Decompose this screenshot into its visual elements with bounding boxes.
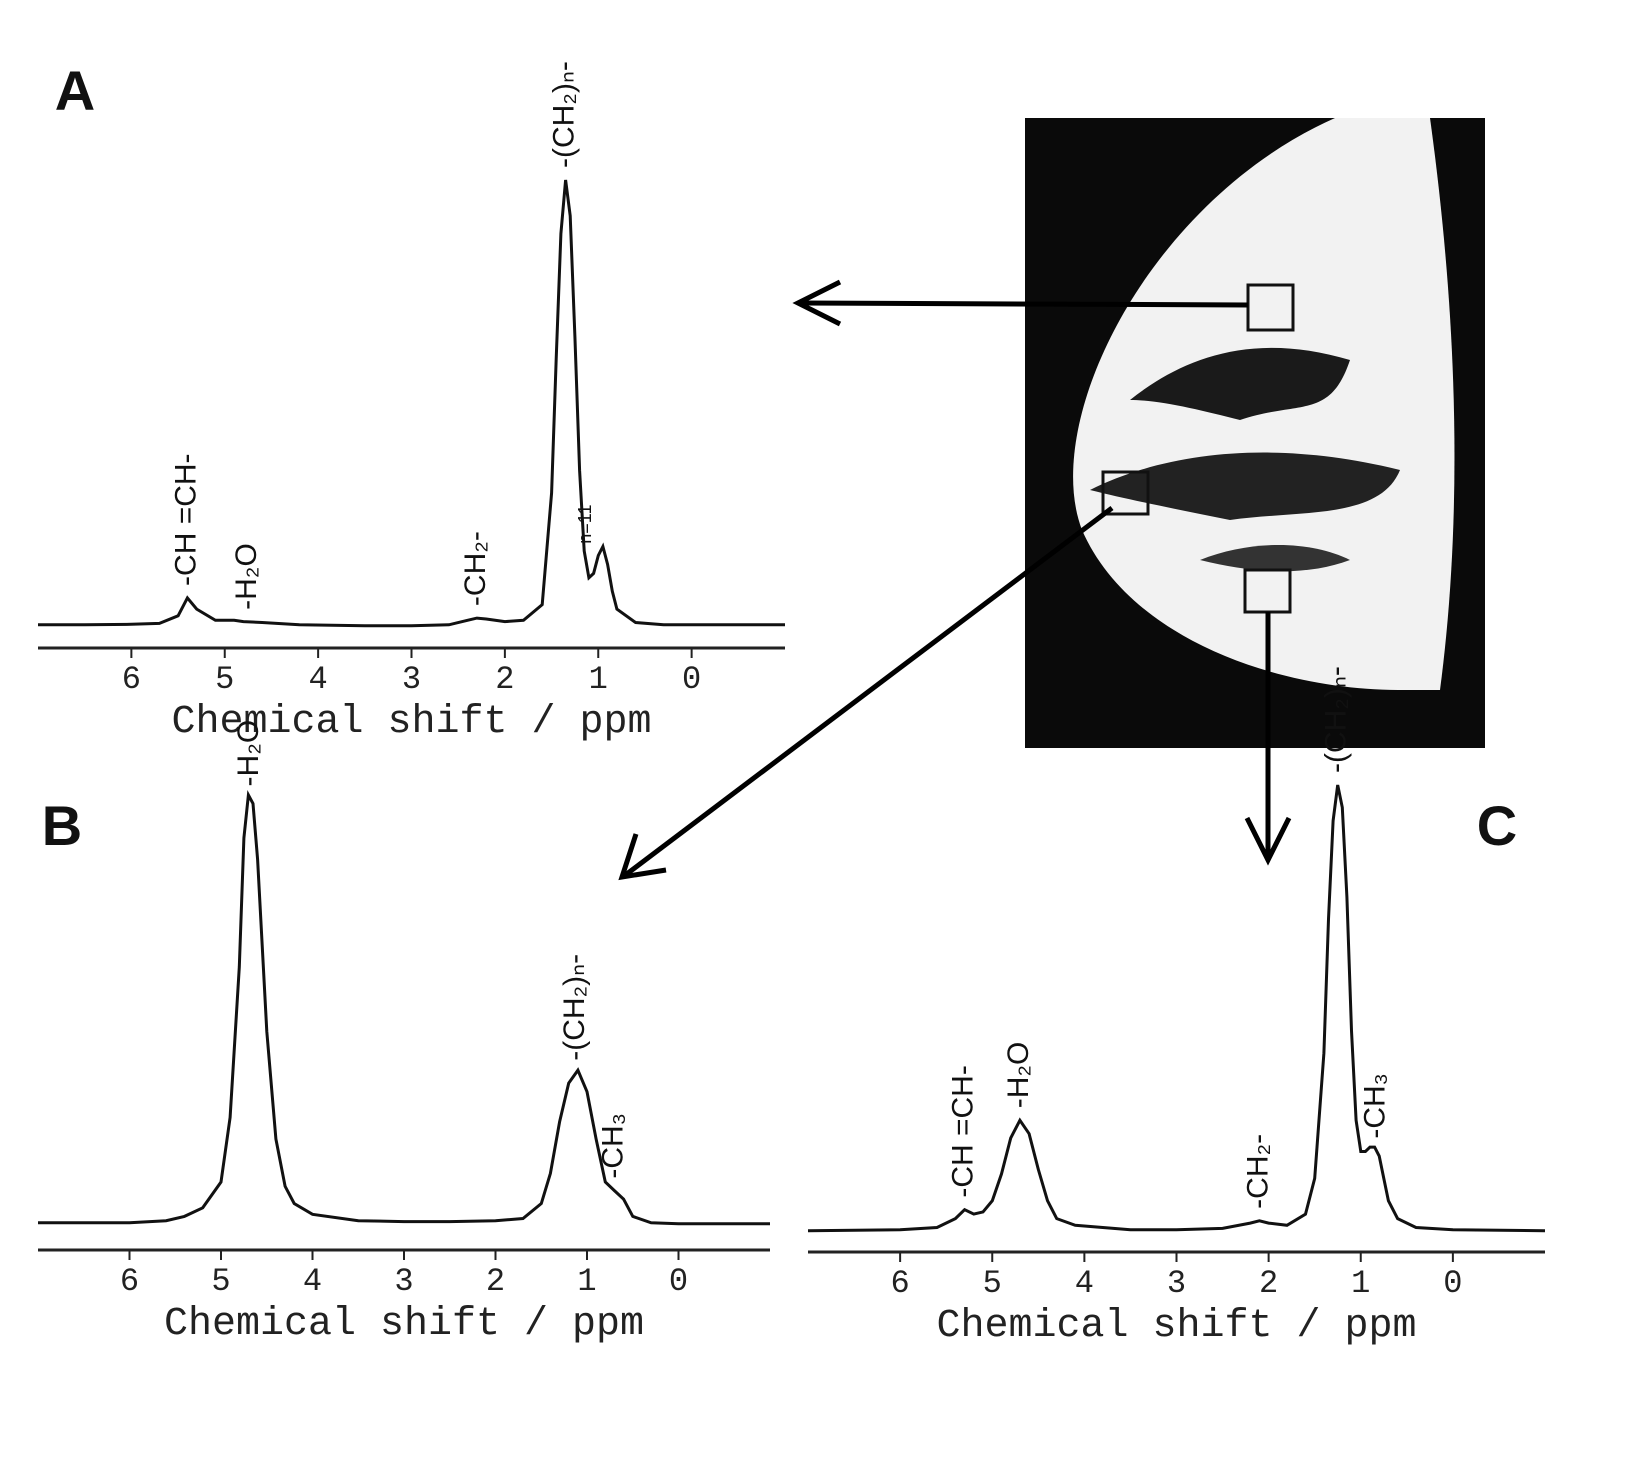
x-tick-label: 2 [486, 1263, 505, 1300]
x-axis-title: Chemical shift / ppm [936, 1304, 1416, 1349]
peak-note: n=11 [575, 505, 595, 544]
x-tick-label: 5 [983, 1265, 1002, 1302]
spectrum-line [807, 784, 1546, 1233]
roi-box [1101, 470, 1150, 516]
peak-label: -CH₃ [596, 1113, 629, 1179]
spectrum-line [38, 789, 770, 1226]
x-tick-label: 4 [309, 661, 328, 698]
x-tick-label: 0 [669, 1263, 688, 1300]
peak-label: -CH =CH- [947, 1065, 980, 1198]
tissue-streak [1130, 347, 1350, 420]
x-tick-label: 5 [215, 661, 234, 698]
x-tick-label: 3 [1167, 1265, 1186, 1302]
peak-label: -CH₃ [1358, 1073, 1391, 1139]
x-tick-label: 2 [1259, 1265, 1278, 1302]
x-tick-label: 4 [1075, 1265, 1094, 1302]
x-tick-label: 6 [122, 661, 141, 698]
peak-label: -CH₂- [459, 531, 492, 606]
tissue-streak [1090, 452, 1400, 520]
x-axis-title: Chemical shift / ppm [164, 1302, 644, 1347]
x-tick-label: 4 [303, 1263, 322, 1300]
peak-label: -CH₂- [1241, 1134, 1274, 1209]
x-tick-label: 6 [120, 1263, 139, 1300]
x-tick-label: 1 [1351, 1265, 1370, 1302]
x-axis-title: Chemical shift / ppm [171, 700, 651, 745]
tissue-streak [1200, 545, 1350, 572]
x-tick-label: 2 [495, 661, 514, 698]
roi-box [1246, 283, 1295, 332]
panel-label: A [55, 59, 95, 122]
panel-label: C [1477, 794, 1517, 857]
spectrum-panel: 6 5 4 3 2 1 0 Chemical shift / ppm C -CH =CH- -H₂O… [807, 666, 1546, 1349]
peak-label: -(CH₂)ₙ- [547, 61, 580, 168]
x-tick-label: 3 [394, 1263, 413, 1300]
x-tick-label: 3 [402, 661, 421, 698]
x-tick-label: 1 [577, 1263, 596, 1300]
spectrum-line [38, 179, 785, 628]
x-tick-label: 1 [589, 661, 608, 698]
peak-label: -(CH₂)ₙ- [558, 954, 591, 1061]
x-tick-label: 0 [1443, 1265, 1462, 1302]
spectrum-panel: 6 5 4 3 2 1 0 Chemical shift / ppm A -CH =CH- -H₂O… [38, 59, 785, 745]
peak-label: -H₂O [232, 720, 265, 787]
arrow [622, 506, 1114, 878]
x-tick-label: 0 [682, 661, 701, 698]
peak-label: -H₂O [1002, 1042, 1035, 1109]
peak-label: -CH =CH- [169, 453, 202, 586]
peak-label: -(CH₂)ₙ- [1320, 666, 1353, 773]
arrow [799, 300, 1249, 308]
x-tick-label: 6 [891, 1265, 910, 1302]
spectrum-panel: 6 5 4 3 2 1 0 Chemical shift / ppm B -H₂O -(CH₂)ₙ-… [38, 720, 770, 1347]
arrows [618, 279, 1292, 881]
x-tick-label: 5 [211, 1263, 230, 1300]
panel-label: B [42, 794, 82, 857]
mri-image [1025, 118, 1485, 748]
arrow-head [1244, 816, 1292, 866]
peak-label: -H₂O [230, 543, 263, 610]
arrow-head [618, 833, 667, 881]
arrow-head [792, 279, 842, 327]
